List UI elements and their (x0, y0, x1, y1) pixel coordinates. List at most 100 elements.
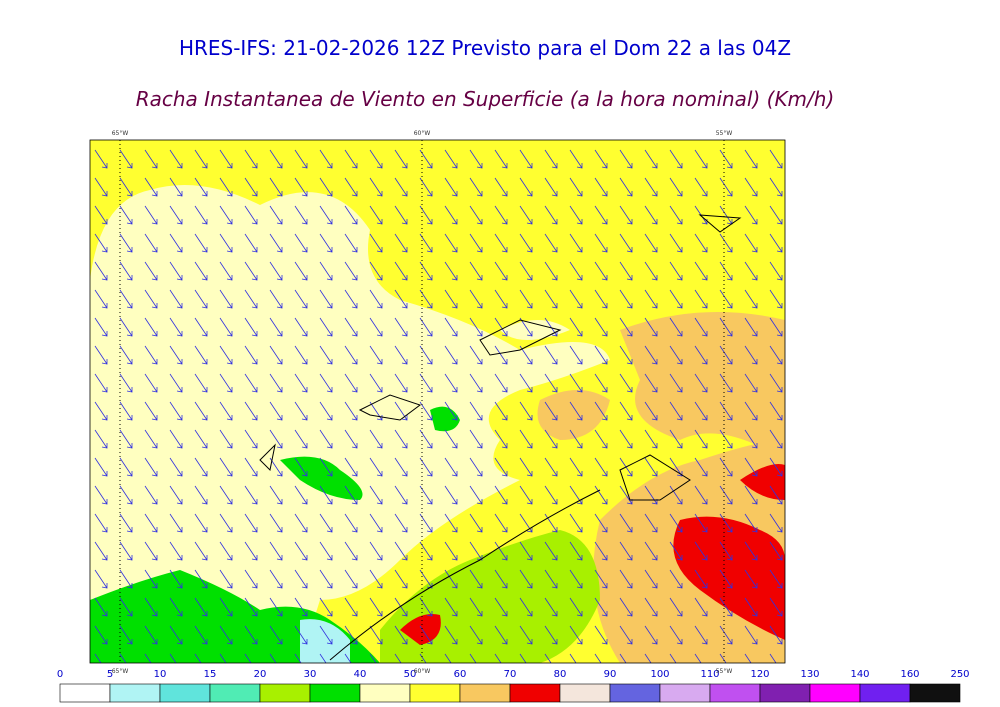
wind-arrow (319, 485, 333, 505)
wind-arrow (594, 345, 608, 365)
wind-arrow (795, 542, 807, 560)
wind-arrow (94, 457, 108, 477)
wind-arrow (444, 345, 458, 365)
colorbar-swatch (609, 683, 661, 703)
wind-arrow (795, 458, 807, 476)
wind-arrow (694, 653, 702, 663)
wind-arrow (669, 289, 683, 309)
wind-arrow (494, 569, 508, 589)
wind-arrow (269, 429, 283, 449)
wind-arrow (594, 317, 608, 337)
wind-arrow (769, 625, 783, 645)
wind-arrow (194, 149, 208, 169)
wind-arrow (119, 233, 133, 253)
wind-arrow (194, 597, 208, 617)
wind-arrow (519, 261, 533, 281)
wind-arrow (444, 149, 458, 169)
wind-arrow (769, 373, 783, 393)
wind-arrow (394, 149, 408, 169)
wind-arrow (94, 653, 102, 663)
wind-arrow (169, 513, 183, 533)
wind-arrow (194, 401, 208, 421)
wind-arrow (244, 401, 258, 421)
wind-arrow (319, 261, 333, 281)
wind-arrow (194, 541, 208, 561)
wind-arrow (144, 485, 158, 505)
wind-arrow (644, 429, 658, 449)
wind-arrow (769, 205, 783, 225)
wind-arrow (269, 625, 283, 645)
wind-arrow (269, 569, 283, 589)
colorbar-swatch (459, 683, 511, 703)
wind-arrow (644, 625, 658, 645)
wind-arrow (569, 317, 583, 337)
wind-arrow (494, 429, 508, 449)
wind-arrow (369, 177, 383, 197)
wind-arrow (594, 205, 608, 225)
wind-arrow (469, 317, 483, 337)
wind-arrow (594, 625, 608, 645)
wind-arrow (694, 373, 708, 393)
wind-arrow (294, 513, 308, 533)
wind-arrow (744, 177, 758, 197)
wind-arrow (144, 513, 158, 533)
wind-arrow (519, 513, 533, 533)
wind-arrow (569, 541, 583, 561)
colorbar-label: 10 (154, 669, 167, 680)
wind-arrow (469, 429, 483, 449)
wind-arrow (494, 625, 508, 645)
wind-arrow (469, 485, 483, 505)
wind-arrow (119, 289, 133, 309)
wind-arrow (394, 177, 408, 197)
wind-arrow (769, 233, 783, 253)
wind-arrow (795, 374, 807, 392)
wind-arrow (194, 261, 208, 281)
wind-arrow (294, 233, 308, 253)
wind-arrow (519, 401, 533, 421)
wind-arrow (94, 569, 108, 589)
wind-arrow (169, 345, 183, 365)
wind-arrow (519, 177, 533, 197)
wind-arrow (694, 513, 708, 533)
wind-arrow (569, 205, 583, 225)
wind-arrow (369, 513, 383, 533)
wind-arrow (169, 233, 183, 253)
wind-arrow (494, 261, 508, 281)
wind-arrow (144, 429, 158, 449)
wind-arrow (594, 149, 608, 169)
colorbar-swatch (359, 683, 411, 703)
wind-arrow (269, 653, 277, 663)
wind-arrow (94, 373, 108, 393)
wind-arrow (119, 373, 133, 393)
wind-arrow (219, 653, 227, 663)
wind-arrow (194, 653, 202, 663)
wind-arrow (319, 569, 333, 589)
wind-arrow (344, 317, 358, 337)
wind-arrow (795, 346, 807, 364)
wind-arrow (94, 345, 108, 365)
wind-arrow (219, 569, 233, 589)
wind-arrow (544, 541, 558, 561)
wind-arrow (119, 429, 133, 449)
wind-arrow (769, 149, 783, 169)
wind-arrow (694, 625, 708, 645)
wind-arrow (444, 373, 458, 393)
wind-arrow (319, 457, 333, 477)
wind-arrow (795, 598, 807, 616)
wind-arrow (244, 177, 258, 197)
wind-arrow (94, 429, 108, 449)
wind-arrow (644, 541, 658, 561)
wind-arrow (519, 485, 533, 505)
wind-arrow (119, 317, 133, 337)
wind-arrow (344, 205, 358, 225)
colorbar-swatch (209, 683, 261, 703)
wind-arrow (119, 597, 133, 617)
meridian-label: 55°W (716, 130, 733, 137)
wind-arrow (719, 653, 727, 663)
wind-arrow (169, 457, 183, 477)
wind-arrow (519, 457, 533, 477)
wind-arrow (719, 429, 733, 449)
wind-arrow (244, 233, 258, 253)
wind-arrow (494, 653, 502, 663)
wind-arrow (344, 289, 358, 309)
